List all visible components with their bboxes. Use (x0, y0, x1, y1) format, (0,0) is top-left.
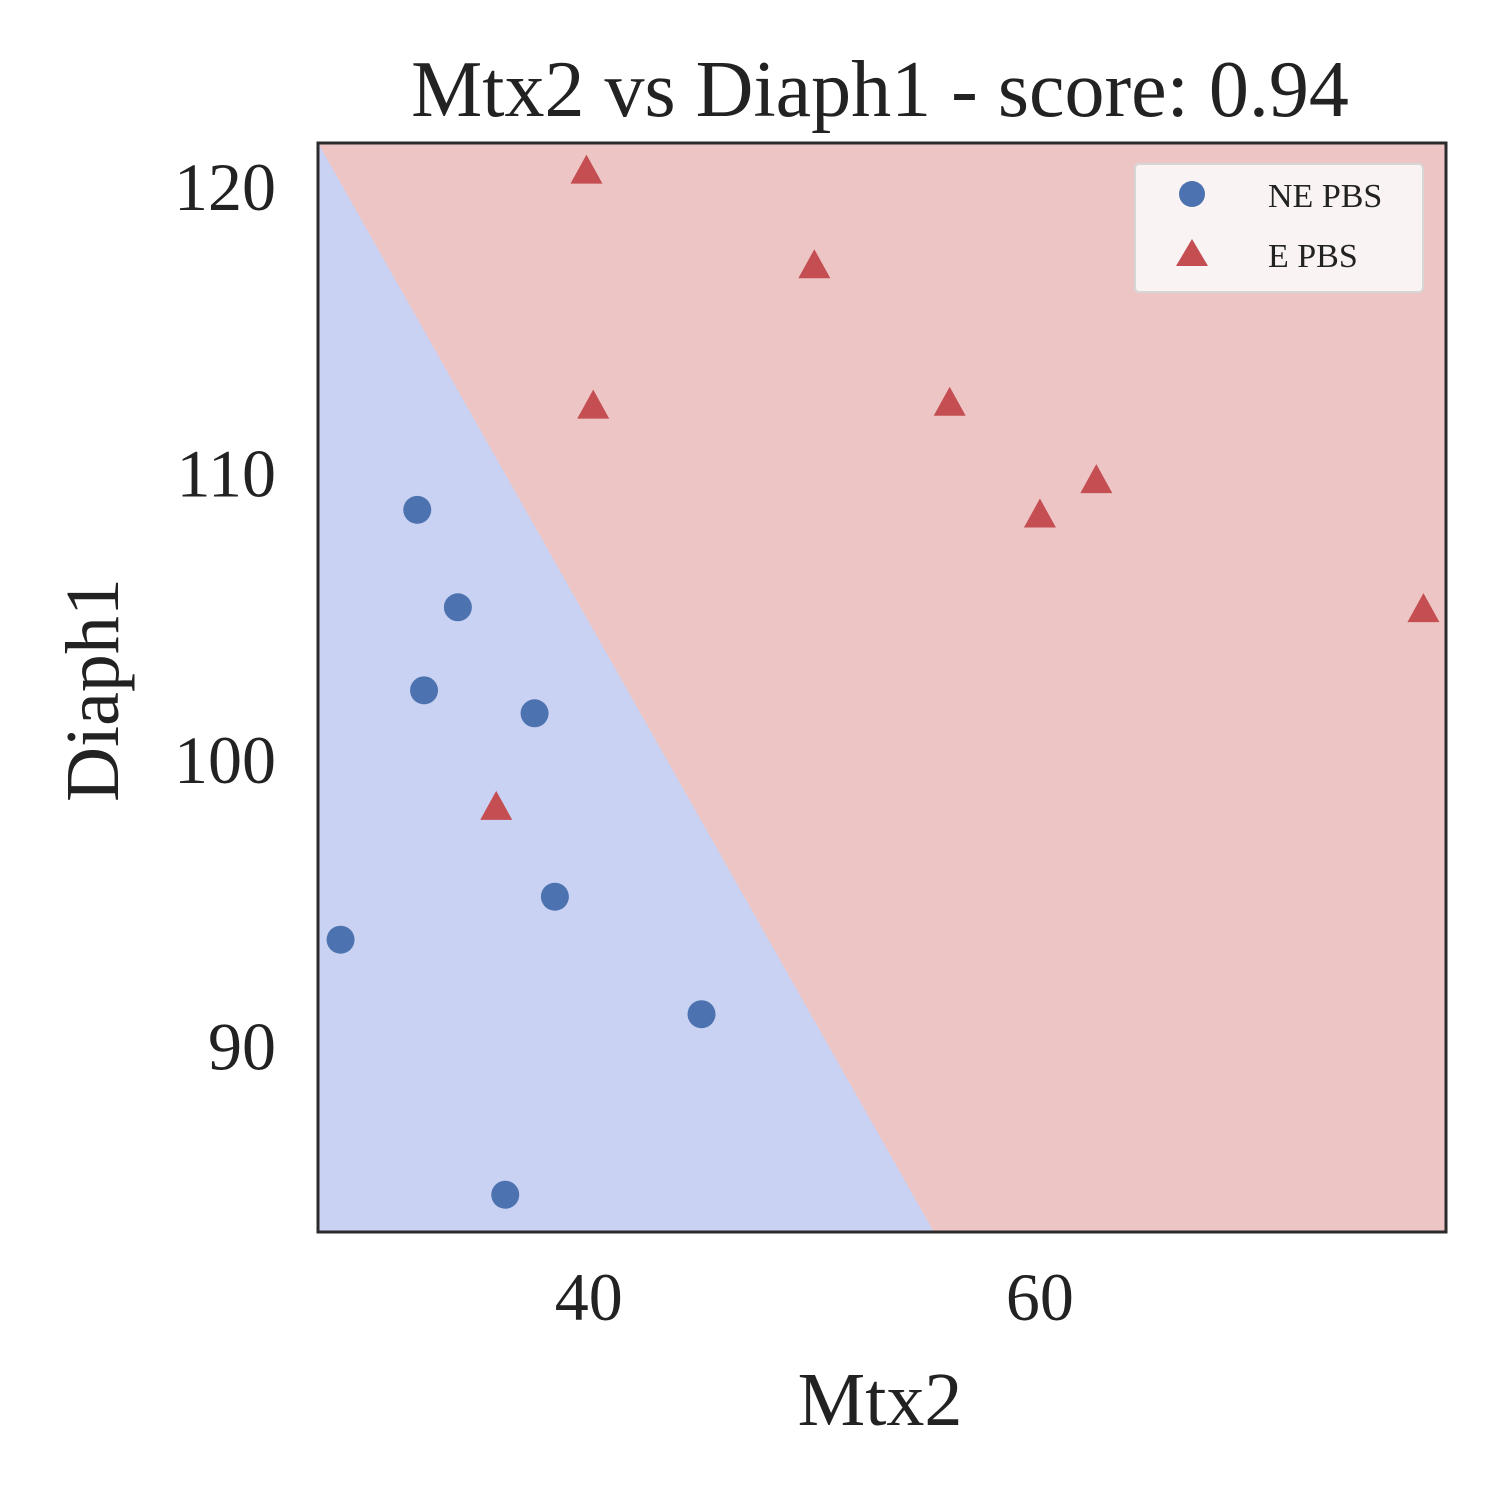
x-axis-label: Mtx2 (798, 1358, 963, 1442)
y-axis-label: Diaph1 (51, 578, 135, 802)
point-e-pbs (1023, 498, 1056, 528)
y-tick-label: 90 (208, 1009, 276, 1085)
data-points (326, 154, 1440, 1209)
point-e-pbs (577, 389, 610, 419)
point-e-pbs (1407, 593, 1440, 623)
point-ne-pbs (520, 699, 549, 728)
legend-marker-ne-pbs (1179, 181, 1205, 207)
tick-labels: 40 60 90 100 110 120 (174, 149, 1074, 1335)
point-e-pbs (570, 154, 603, 184)
y-tick-label: 120 (174, 149, 276, 225)
point-ne-pbs (410, 676, 439, 705)
y-tick-label: 100 (174, 722, 276, 798)
point-ne-pbs (540, 882, 569, 911)
point-ne-pbs (491, 1180, 520, 1209)
plot-frame (316, 141, 1448, 1234)
point-ne-pbs (326, 925, 355, 954)
point-ne-pbs (403, 495, 432, 524)
point-e-pbs (1080, 464, 1113, 494)
legend-marker-e-pbs (1176, 239, 1208, 266)
decision-regions (318, 143, 1446, 1232)
x-tick-label: 60 (1006, 1259, 1074, 1335)
legend-label-ne-pbs: NE PBS (1268, 178, 1382, 215)
point-ne-pbs (687, 1000, 716, 1029)
region-ne-pbs (318, 143, 934, 1232)
y-tick-label: 110 (177, 436, 276, 512)
point-e-pbs (480, 790, 513, 820)
point-ne-pbs (443, 593, 472, 622)
point-e-pbs (933, 386, 966, 416)
legend-box (1134, 163, 1424, 293)
legend: NE PBS E PBS (1134, 163, 1424, 293)
legend-label-e-pbs: E PBS (1268, 238, 1358, 275)
x-tick-label: 40 (555, 1259, 623, 1335)
chart-title: Mtx2 vs Diaph1 - score: 0.94 (411, 46, 1349, 134)
point-e-pbs (798, 249, 831, 279)
